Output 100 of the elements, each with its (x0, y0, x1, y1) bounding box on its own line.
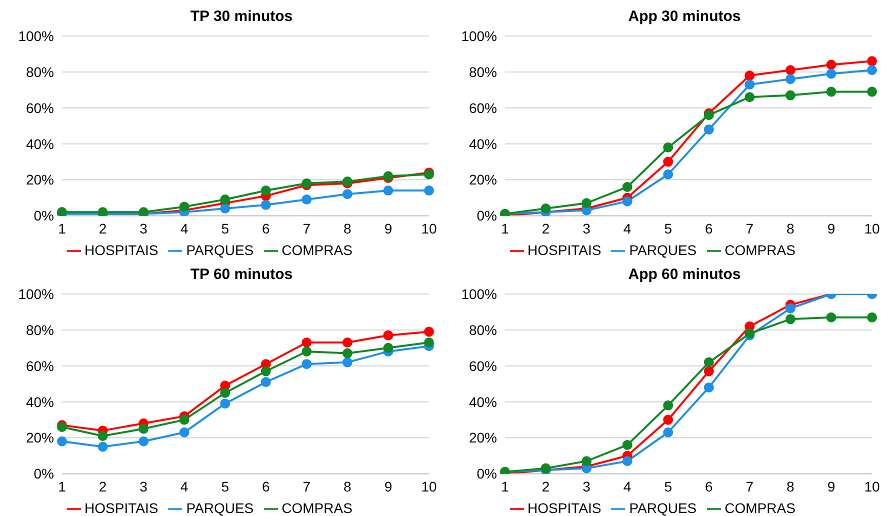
chart-title: TP 30 minutos (190, 8, 293, 25)
y-tick-label: 20% (26, 172, 54, 188)
point (540, 204, 551, 214)
x-tick-label: 9 (827, 220, 836, 237)
y-tick-label: 40% (26, 136, 54, 152)
y-tick-label: 20% (26, 430, 54, 446)
x-tick-label: 2 (98, 220, 107, 237)
point (57, 436, 67, 446)
y-tick-label: 80% (26, 64, 54, 80)
y-tick-label: 80% (468, 64, 497, 80)
y-tick-label: 0% (34, 466, 54, 482)
y-tick-label: 60% (468, 100, 497, 116)
x-tick-label: 10 (421, 478, 437, 495)
point (179, 414, 190, 425)
point (220, 398, 230, 409)
point (260, 377, 271, 388)
point (704, 382, 714, 392)
x-tick-label: 8 (344, 220, 352, 237)
y-tick-label: 100% (461, 286, 497, 302)
point (260, 200, 271, 210)
point (867, 56, 877, 66)
chart-title: App 30 minutos (628, 8, 741, 25)
legend-label: COMPRAS (282, 500, 352, 516)
x-tick-label: 7 (746, 478, 754, 495)
x-tick-label: 6 (704, 220, 713, 237)
x-tick-label: 4 (623, 220, 632, 237)
x-tick-label: 8 (786, 478, 795, 495)
x-tick-label: 6 (262, 478, 270, 495)
point (260, 366, 271, 376)
x-tick-label: 7 (302, 220, 311, 237)
y-tick-label: 40% (26, 394, 54, 410)
y-tick-label: 20% (468, 172, 497, 188)
point (342, 189, 352, 200)
point (826, 86, 836, 97)
point (383, 186, 394, 196)
point (383, 330, 394, 340)
point (744, 92, 755, 102)
point (179, 202, 190, 212)
x-tick-label: 7 (746, 220, 754, 237)
point (302, 194, 312, 205)
point (622, 440, 632, 450)
x-tick-label: 5 (664, 220, 672, 237)
point (704, 357, 714, 368)
x-tick-label: 10 (864, 220, 880, 237)
point (785, 74, 796, 84)
point (383, 342, 394, 353)
x-tick-label: 9 (384, 478, 392, 495)
legend-label: PARQUES (629, 500, 697, 516)
x-tick-label: 8 (786, 220, 795, 237)
x-tick-label: 3 (582, 478, 591, 495)
point (785, 90, 796, 100)
x-tick-label: 1 (501, 220, 510, 237)
point (826, 312, 836, 322)
y-tick-label: 80% (26, 322, 54, 338)
point (826, 68, 836, 79)
x-tick-label: 10 (864, 478, 880, 495)
x-tick-label: 9 (827, 478, 836, 495)
point (785, 314, 796, 324)
x-tick-label: 5 (221, 478, 230, 495)
point (302, 359, 312, 370)
point (302, 338, 312, 348)
point (867, 312, 877, 322)
point (663, 142, 674, 152)
legend-label: HOSPITAIS (84, 242, 158, 258)
chart-title: App 60 minutos (628, 266, 741, 283)
point (663, 427, 674, 438)
y-tick-label: 100% (18, 286, 54, 302)
point (704, 366, 714, 376)
point (424, 338, 434, 348)
point (220, 388, 230, 398)
legend-label: COMPRAS (724, 500, 796, 516)
y-tick-label: 100% (18, 28, 54, 44)
x-tick-label: 6 (704, 478, 713, 495)
x-tick-label: 3 (140, 220, 148, 237)
legend-label: COMPRAS (282, 242, 352, 258)
x-tick-label: 8 (344, 478, 352, 495)
point (342, 348, 352, 358)
point (663, 414, 674, 425)
point (867, 86, 877, 97)
x-tick-label: 4 (180, 220, 188, 237)
x-tick-label: 5 (664, 478, 672, 495)
point (260, 186, 271, 196)
x-tick-label: 2 (542, 220, 550, 237)
point (220, 194, 230, 205)
x-tick-label: 1 (501, 478, 510, 495)
y-tick-label: 0% (476, 466, 497, 482)
y-tick-label: 0% (34, 208, 54, 224)
point (744, 70, 755, 81)
point (663, 156, 674, 167)
point (622, 196, 632, 206)
point (302, 346, 312, 357)
point (622, 456, 632, 466)
legend-label: PARQUES (186, 500, 254, 516)
x-tick-label: 3 (140, 478, 148, 495)
point (582, 198, 592, 208)
point (867, 65, 877, 76)
y-tick-label: 60% (468, 358, 497, 374)
x-tick-label: 2 (542, 478, 550, 495)
legend-label: HOSPITAIS (528, 242, 602, 258)
x-tick-label: 1 (58, 478, 66, 495)
